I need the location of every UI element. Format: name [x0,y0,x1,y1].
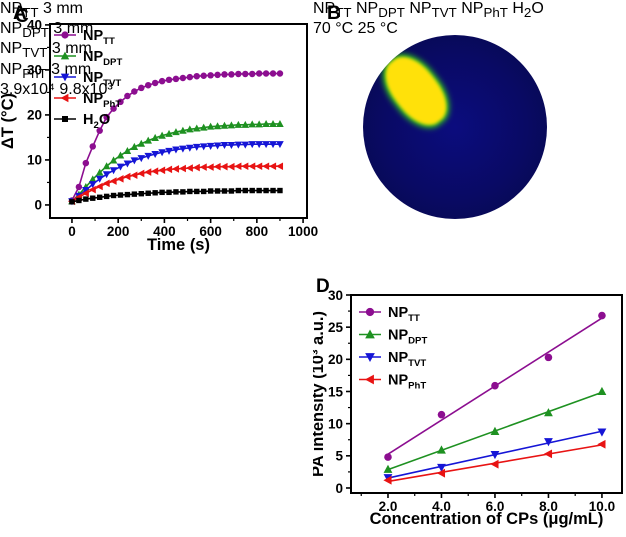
svg-text:6.0: 6.0 [486,499,505,514]
svg-text:400: 400 [153,224,176,239]
series-NP_TT [384,311,606,461]
label-np-tt: NPTT [313,0,352,21]
svg-text:8.0: 8.0 [539,499,558,514]
pa-image-np-tt: NPTT 3 mm [0,0,626,20]
svg-text:30: 30 [27,63,42,78]
svg-text:NPPhT: NPPhT [83,91,121,110]
svg-text:800: 800 [246,224,269,239]
svg-text:NPTT: NPTT [83,28,115,47]
svg-text:20: 20 [328,352,343,367]
svg-text:30: 30 [328,288,343,303]
thermal-colorbar-max-label: 70 °C [313,20,354,38]
svg-text:H2O: H2O [83,112,110,131]
svg-text:15: 15 [328,384,344,399]
panel-a-chart: 0 200 400 600 800 1000 0 10 20 30 40 Time (s) ΔT (°C… [0,18,318,254]
thermal-blob-np-tt [371,43,461,139]
thermal-image [363,35,547,219]
svg-text:NPTT: NPTT [388,305,420,324]
tile-label: NPTVT [0,40,48,61]
svg-text:25: 25 [328,320,344,335]
svg-text:200: 200 [107,224,130,239]
axes: 2.0 4.0 6.0 8.0 10.0 0 5 10 15 20 25 30 [328,288,623,514]
panel-d-chart: 2.0 4.0 6.0 8.0 10.0 0 5 10 15 20 25 30 Concentratio… [313,288,623,528]
pa-image-np-pht: NPPhT 3 mm [0,61,626,81]
panel-d-label: D [316,276,330,297]
y-axis-title: ΔT (°C) [0,93,17,149]
x-axis-title: Concentration of CPs (μg/mL) [370,510,604,528]
svg-text:4.0: 4.0 [432,499,451,514]
legend: NPTT NPDPT NPTVT NPPhT [359,305,427,391]
pa-colorbar-min-label: 9.8x10³ [59,80,113,98]
axes: 0 200 400 600 800 1000 0 10 20 30 40 [27,18,318,239]
svg-text:NPPhT: NPPhT [388,373,426,392]
legend: NPTT NPDPT NPTVT NPPhT H2O [54,28,122,131]
panel-b-label: B [327,3,341,24]
svg-text:NPTVT: NPTVT [83,70,121,89]
svg-text:10: 10 [328,416,343,431]
svg-text:0: 0 [335,481,343,496]
series-NP_PhT [383,439,606,485]
svg-text:0: 0 [34,198,42,213]
series-NP_PhT [67,162,284,206]
svg-text:2.0: 2.0 [379,499,398,514]
series-NP_TT [68,70,284,204]
label-h2o: H2O [512,0,544,21]
panel-a-label: A [13,3,27,24]
series-NP_DPT [383,386,607,473]
svg-text:NPDPT: NPDPT [388,328,427,347]
tile-label: NPTT [0,0,39,21]
thermal-colorbar-min-label: 25 °C [357,20,398,38]
label-np-pht: NPPhT [461,0,508,21]
pa-colorbar-max-label: 3.9x10⁴ [0,80,55,98]
series-NP_TVT [383,428,607,483]
svg-text:20: 20 [27,108,42,123]
svg-text:1000: 1000 [288,224,318,239]
series-H2O [69,187,283,205]
svg-text:NPTVT: NPTVT [388,350,426,369]
series-NP_TVT [68,141,284,206]
pa-image-np-tvt: NPTVT 3 mm [0,40,626,60]
scale-bar: 3 mm [51,40,92,58]
svg-text:10.0: 10.0 [589,499,615,514]
svg-text:10: 10 [27,153,42,168]
svg-text:5: 5 [335,449,343,464]
panel-b: B NPTT NPDPT NPTVT NPPhT H2O 70 °C 25 °C [313,0,626,270]
tile-label: NPDPT [0,20,49,41]
svg-text:600: 600 [199,224,222,239]
x-axis-title: Time (s) [147,236,210,254]
svg-text:NPDPT: NPDPT [83,49,122,68]
panel-c-label: C [15,6,29,27]
label-np-tvt: NPTVT [409,0,457,21]
svg-text:40: 40 [27,18,42,33]
scale-bar: 3 mm [42,0,83,17]
y-axis-title: PA intensity (10³ a.u.) [313,311,327,477]
svg-text:0: 0 [68,224,76,239]
scale-bar: 3 mm [51,60,92,78]
label-np-dpt: NPDPT [355,0,405,21]
tile-label: NPPhT [0,60,47,81]
